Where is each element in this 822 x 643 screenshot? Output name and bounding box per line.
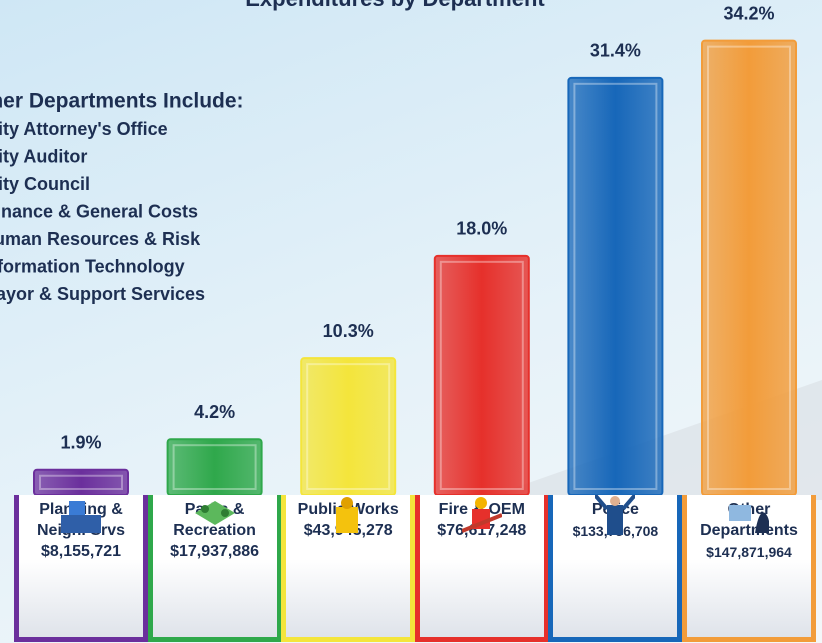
department-card: Police$133,756,708 xyxy=(548,495,682,642)
department-card: Fire & OEM$76,617,248 xyxy=(415,495,549,642)
note-item: City Attorney's Office xyxy=(0,119,168,139)
infographic: Expenditures by Department Other Departm… xyxy=(0,0,822,643)
bar xyxy=(702,41,796,495)
chart-title: Expenditures by Department xyxy=(245,0,545,11)
value-label: 10.3% xyxy=(323,321,374,341)
department-card: Public Works$43,945,278 xyxy=(281,495,415,642)
value-label: 1.9% xyxy=(60,433,101,453)
note-item: City Council xyxy=(0,174,90,194)
note-item: City Auditor xyxy=(0,146,87,166)
department-icon xyxy=(462,495,502,535)
note-title: Other Departments Include: xyxy=(0,90,244,113)
department-icon xyxy=(328,495,368,535)
department-card: Parks & Recreation$17,937,886 xyxy=(148,495,282,642)
value-label: 4.2% xyxy=(194,402,235,422)
bar xyxy=(34,470,128,495)
amount-label: $147,871,964 xyxy=(687,541,811,563)
department-icon xyxy=(595,495,635,535)
note-item: Information Technology xyxy=(0,256,185,276)
department-icon xyxy=(61,495,101,535)
department-icon xyxy=(729,495,769,535)
value-label: 34.2% xyxy=(723,3,774,23)
note-item: Finance & General Costs xyxy=(0,201,198,221)
bar xyxy=(301,358,395,495)
department-card: Other Departments$147,871,964 xyxy=(682,495,816,642)
department-icon xyxy=(195,495,235,535)
note-item: Human Resources & Risk xyxy=(0,229,201,249)
value-label: 31.4% xyxy=(590,41,641,61)
bar xyxy=(568,78,662,495)
bar xyxy=(435,256,529,495)
amount-label: $8,155,721 xyxy=(19,541,143,563)
department-card: Planning & Neigh. Srvs$8,155,721 xyxy=(14,495,148,642)
bar xyxy=(168,439,262,495)
value-label: 18.0% xyxy=(456,219,507,239)
amount-label: $17,937,886 xyxy=(153,541,277,563)
note-item: Mayor & Support Services xyxy=(0,284,205,304)
